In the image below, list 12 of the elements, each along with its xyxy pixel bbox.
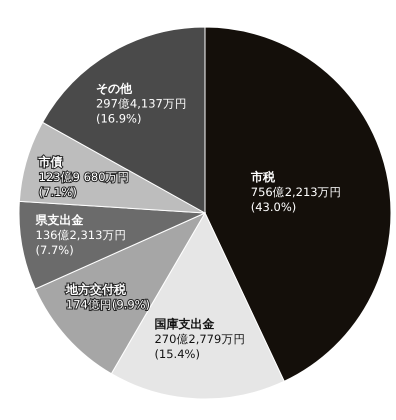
data-label: 174億円(9.9%): [66, 298, 150, 312]
data-label: 123億9 680万円 (7.1%): [38, 170, 130, 199]
data-label: 270億2,779万円 (15.4%): [154, 332, 246, 361]
data-label: 297億4,137万円 (16.9%): [96, 96, 187, 126]
slice-label: 市税: [250, 170, 276, 184]
slice-label: 地方交付税: [64, 282, 127, 297]
slice-label: 国庫支出金: [154, 316, 216, 331]
data-label: 136億2,313万円 (7.7%): [36, 228, 126, 258]
slice-label: その他: [96, 81, 133, 96]
data-label: 756億2,213万円 (43.0%): [250, 185, 342, 214]
slice-label: 市債: [38, 154, 63, 169]
slice-label: 県支出金: [34, 213, 85, 228]
